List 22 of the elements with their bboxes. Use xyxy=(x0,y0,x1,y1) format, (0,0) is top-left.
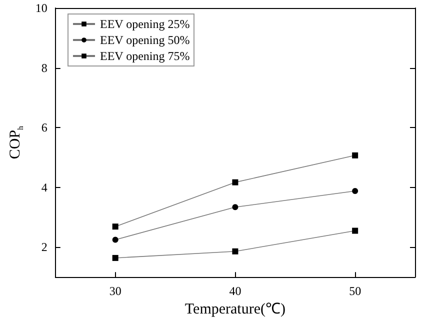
y-axis-title: COPh xyxy=(8,126,25,160)
point xyxy=(232,179,238,186)
x-tick-label: 40 xyxy=(229,284,242,298)
point xyxy=(232,248,238,254)
legend-label: EEV opening 75% xyxy=(100,49,190,63)
point xyxy=(112,236,118,243)
x-tick-label: 50 xyxy=(349,284,362,298)
legend-label: EEV opening 25% xyxy=(100,17,190,31)
point xyxy=(112,254,118,261)
x-axis-title: Temperature(℃) xyxy=(184,302,286,318)
y-tick-label: 8 xyxy=(41,60,48,75)
point xyxy=(352,188,358,194)
point xyxy=(112,224,118,230)
y-tick-label: 2 xyxy=(41,240,48,254)
y-tick-label: 10 xyxy=(35,1,48,15)
x-tick-label: 30 xyxy=(109,284,122,298)
legend-label: EEV opening 50% xyxy=(100,33,190,47)
y-tick-label: 4 xyxy=(41,180,48,194)
y-tick-label: 6 xyxy=(41,120,48,135)
point xyxy=(232,204,238,210)
point xyxy=(352,228,358,234)
point xyxy=(352,152,358,158)
